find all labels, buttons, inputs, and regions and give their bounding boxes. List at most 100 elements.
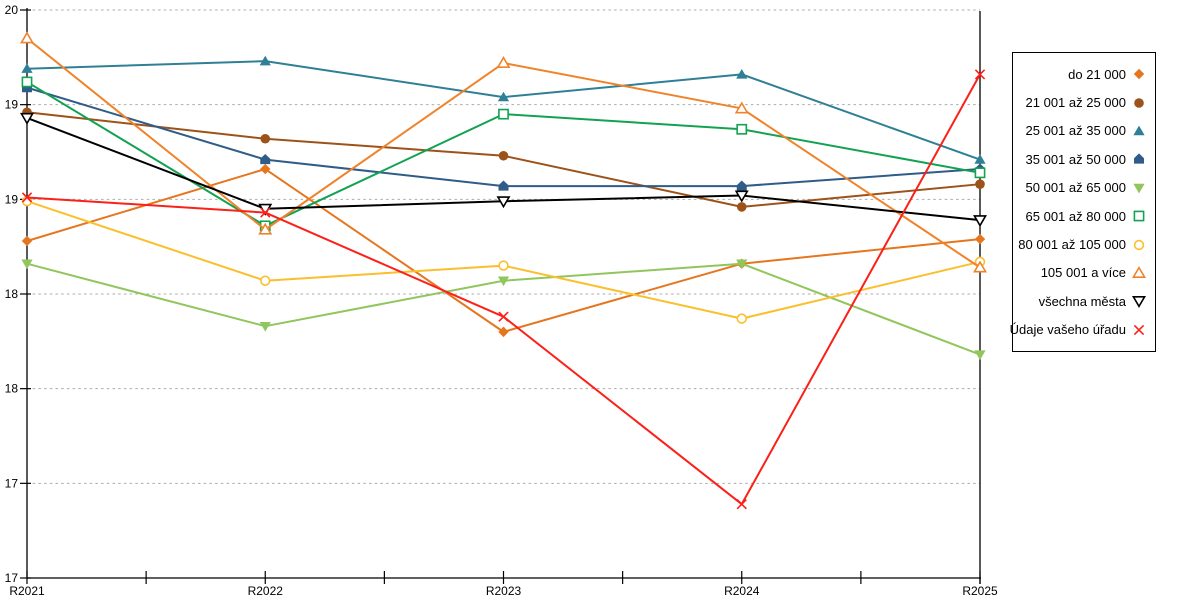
square-open-marker (21, 76, 33, 88)
legend-item-label: 25 001 až 35 000 (1025, 123, 1126, 139)
legend-item-label: 105 001 a více (1040, 265, 1126, 281)
x-axis-tick-label: R2022 (248, 584, 284, 598)
series-80-001-až-105-000 (21, 196, 986, 324)
series-line (26, 73, 981, 506)
triangle-up-open-marker (734, 101, 749, 114)
triangle-up-open-marker (20, 31, 34, 44)
legend-item: všechna města (1021, 293, 1147, 309)
triangle-up-marker (736, 68, 748, 79)
legend-item-label: všechna města (1038, 293, 1126, 309)
x-axis-tick-label: R2023 (486, 584, 522, 598)
legend-item-label: do 21 000 (1068, 66, 1126, 82)
circle-marker (1134, 97, 1144, 108)
triangle-down-marker (1133, 183, 1145, 194)
x-marker (974, 69, 986, 80)
y-axis-tick-label: 18 (5, 287, 19, 301)
series-50-001-až-65-000 (21, 259, 986, 360)
legend-item: 80 001 až 105 000 (1018, 237, 1147, 253)
series-všechna-města (20, 112, 987, 228)
square-open-marker (1133, 210, 1145, 222)
legend-item: Údaje vašeho úřadu (1010, 322, 1147, 338)
triangle-up-marker (21, 63, 33, 73)
series-105-001-a-více (20, 31, 987, 273)
triangle-down-open-marker (734, 190, 749, 203)
circle-open-marker (1133, 239, 1145, 250)
square-open-marker (498, 108, 509, 120)
triangle-down-open-marker (496, 196, 511, 209)
square-open-marker (736, 123, 748, 135)
legend-item: do 21 000 (1021, 66, 1147, 82)
x-marker (1133, 324, 1145, 335)
triangle-up-marker (1133, 125, 1145, 136)
diamond-marker (1133, 68, 1145, 80)
triangle-down-legend-icon (1133, 183, 1145, 194)
legend-item: 105 001 a více (1021, 265, 1147, 281)
triangle-up-open-marker (258, 222, 273, 235)
x-marker (260, 207, 271, 218)
diamond-marker (498, 326, 509, 338)
legend-item: 25 001 až 35 000 (1021, 123, 1147, 139)
circle-open-marker (498, 260, 509, 271)
legend: do 21 000 21 001 až 25 000 25 001 až 35 00… (1010, 52, 1156, 352)
circle-marker (736, 202, 747, 212)
diamond-legend-icon (1133, 68, 1145, 80)
triangle-up-marker (497, 91, 510, 102)
y-axis-tick-label: 17 (5, 571, 19, 585)
x-marker (21, 192, 33, 203)
y-axis-tick-label: 19 (5, 98, 19, 112)
legend-item-label: 80 001 až 105 000 (1018, 237, 1126, 253)
triangle-up-open-marker (1132, 265, 1146, 278)
legend-item: 35 001 až 50 000 (1021, 151, 1147, 167)
circle-open-legend-icon (1133, 239, 1145, 250)
circle-marker (498, 150, 509, 161)
triangle-down-open-marker (1132, 296, 1146, 309)
y-axis-tick-label: 18 (5, 382, 19, 396)
series-údaje-vašeho-úřadu (21, 69, 986, 510)
triangle-up-marker (259, 55, 271, 66)
triangle-down-open-marker (20, 112, 34, 125)
triangle-up-legend-icon (1133, 125, 1145, 136)
legend-item: 21 001 až 25 000 (1021, 95, 1147, 111)
triangle-down-marker (736, 259, 748, 270)
series-line (26, 168, 981, 333)
circle-marker (975, 179, 985, 189)
y-axis-tick-label: 20 (5, 3, 19, 17)
pentagon-marker (498, 180, 509, 191)
triangle-down-open-legend-icon (1132, 296, 1146, 309)
circle-legend-icon (1134, 97, 1144, 108)
circle-open-marker (736, 313, 747, 324)
legend-item: 50 001 až 65 000 (1021, 180, 1147, 196)
y-axis-tick-label: 17 (5, 476, 19, 490)
legend-item-label: Údaje vašeho úřadu (1009, 322, 1126, 338)
circle-marker (260, 133, 271, 144)
x-axis-tick-label: R2021 (9, 584, 45, 598)
diamond-marker (974, 233, 986, 245)
legend-item-label: 21 001 až 25 000 (1025, 95, 1126, 111)
pentagon-marker (736, 180, 747, 191)
diamond-marker (21, 235, 33, 247)
legend-item-label: 65 001 až 80 000 (1025, 208, 1126, 224)
x-marker (736, 498, 747, 510)
triangle-down-open-marker (973, 215, 987, 228)
square-open-marker (974, 167, 986, 179)
legend-item-label: 35 001 až 50 000 (1025, 151, 1126, 167)
legend-item: 65 001 až 80 000 (1021, 208, 1147, 224)
x-axis-tick-label: R2025 (962, 584, 998, 598)
x-marker (498, 311, 509, 322)
triangle-down-marker (497, 276, 510, 287)
pentagon-marker (1134, 153, 1144, 164)
triangle-up-open-marker (496, 56, 511, 69)
series-21-001-až-25-000 (22, 107, 985, 212)
triangle-down-marker (21, 259, 33, 270)
triangle-down-marker (259, 321, 271, 332)
x-axis-tick-label: R2024 (724, 584, 760, 598)
x-legend-icon (1133, 324, 1145, 335)
series-25-001-až-35-000 (21, 55, 986, 164)
pentagon-marker (260, 153, 271, 165)
triangle-up-open-legend-icon (1132, 265, 1146, 278)
triangle-up-marker (974, 154, 986, 164)
diamond-marker (260, 163, 271, 175)
triangle-up-open-marker (973, 260, 987, 273)
